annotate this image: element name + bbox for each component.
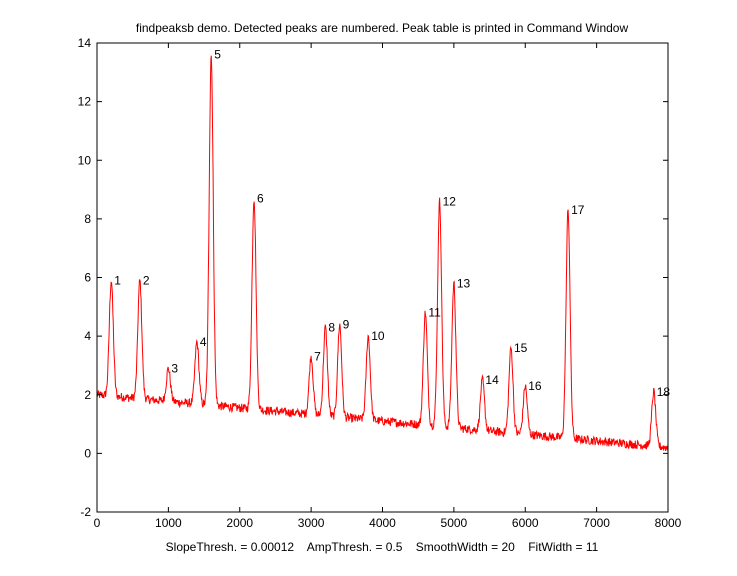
peak-label: 18	[657, 385, 671, 399]
y-tick-label: 8	[84, 212, 91, 226]
peak-label: 16	[528, 379, 542, 393]
chart-title: findpeaksb demo. Detected peaks are numb…	[136, 21, 629, 35]
y-tick-label: 12	[78, 95, 92, 109]
peak-label: 3	[171, 361, 178, 375]
y-tick-label: 14	[78, 36, 92, 50]
y-tick-label: 2	[84, 388, 91, 402]
y-tick-label: 0	[84, 446, 91, 460]
y-tick-label: 4	[84, 329, 91, 343]
x-tick-label: 8000	[655, 516, 682, 530]
peak-label: 7	[314, 350, 321, 364]
peak-label: 2	[143, 273, 150, 287]
x-axis: 0 1000 2000 3000 4000 5000 6000 7000 8000	[94, 43, 682, 530]
x-tick-label: 4000	[369, 516, 396, 530]
peak-label: 17	[571, 203, 585, 217]
x-tick-label: 5000	[441, 516, 468, 530]
signal-line	[96, 55, 669, 452]
peak-label: 10	[371, 329, 385, 343]
y-tick-label: 6	[84, 271, 91, 285]
x-tick-label: 1000	[155, 516, 182, 530]
peak-label: 13	[457, 276, 471, 290]
y-tick-label: 10	[78, 153, 92, 167]
peak-label: 6	[257, 191, 264, 205]
x-axis-label: SlopeThresh. = 0.00012 AmpThresh. = 0.5 …	[166, 540, 599, 554]
x-tick-label: 2000	[226, 516, 253, 530]
peak-label: 9	[343, 317, 350, 331]
peak-label: 12	[443, 194, 457, 208]
x-tick-label: 0	[94, 516, 101, 530]
peak-label: 5	[214, 48, 221, 62]
peak-label: 11	[428, 306, 441, 320]
peak-label: 14	[485, 373, 499, 387]
peak-label: 1	[114, 273, 121, 287]
peak-label: 15	[514, 341, 528, 355]
x-tick-label: 3000	[298, 516, 325, 530]
x-tick-label: 7000	[583, 516, 610, 530]
x-tick-label: 6000	[512, 516, 539, 530]
y-tick-label: -2	[80, 505, 91, 519]
peak-label: 4	[200, 335, 207, 349]
peak-label: 8	[328, 320, 335, 334]
